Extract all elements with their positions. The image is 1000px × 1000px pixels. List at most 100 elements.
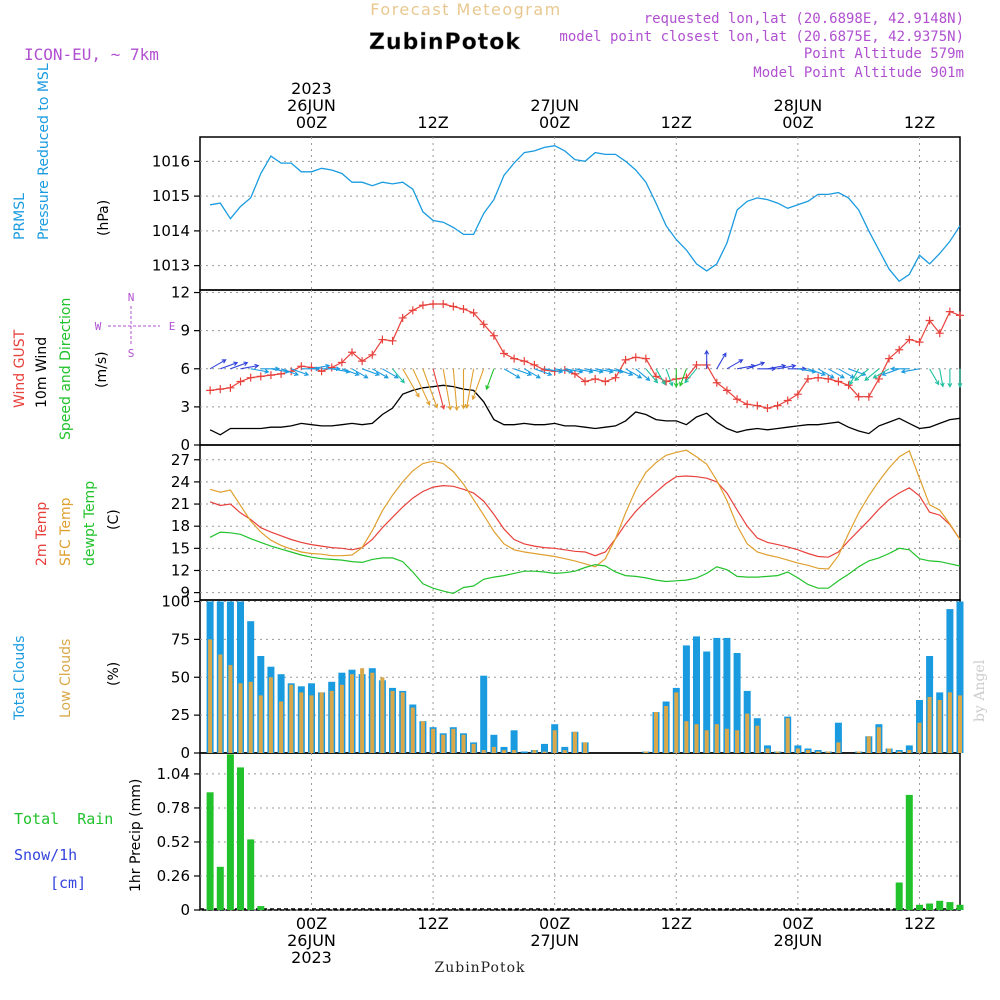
low-clouds-bar bbox=[836, 742, 841, 753]
temp-2m-line bbox=[209, 475, 961, 558]
low-clouds-bar bbox=[431, 728, 436, 753]
model-label: ICON-EU, ~ 7km bbox=[24, 45, 159, 64]
wind-gust-marker bbox=[449, 302, 458, 311]
low-clouds-bar bbox=[542, 751, 547, 753]
wind-gust-marker bbox=[864, 392, 873, 401]
wind-gust-marker bbox=[925, 316, 934, 325]
low-clouds-bar bbox=[552, 730, 557, 753]
low-clouds-bar bbox=[532, 750, 537, 753]
wind-direction-arrow bbox=[402, 368, 420, 398]
low-clouds-bar bbox=[654, 712, 658, 753]
total-clouds-bar bbox=[956, 601, 964, 753]
wind-direction-arrow bbox=[442, 368, 453, 411]
wind-gust-marker bbox=[378, 335, 387, 344]
wind-gust-marker bbox=[236, 377, 245, 386]
wind-direction-arrow bbox=[412, 368, 431, 406]
precip-bar bbox=[895, 882, 903, 910]
wind-direction-arrow bbox=[665, 368, 674, 387]
clouds-unit-label: (%) bbox=[106, 662, 122, 686]
temp-labels: 2m Temp SFC Temp dewpt Temp (C) bbox=[34, 481, 122, 566]
bottom-time-label: 12Z bbox=[417, 914, 448, 933]
wind-direction-arrow bbox=[704, 349, 710, 369]
wind-direction-arrow bbox=[485, 368, 495, 391]
y-tick-label: 18 bbox=[171, 517, 190, 535]
bottom-time-label: 2023 bbox=[291, 948, 332, 967]
temp-2m-label: 2m Temp bbox=[34, 502, 50, 566]
y-tick-label: 1015 bbox=[152, 187, 190, 205]
temp-dew-label: dewpt Temp bbox=[82, 481, 98, 566]
low-clouds-bar bbox=[238, 683, 243, 753]
wind-dir-label: Speed and Direction bbox=[58, 298, 74, 440]
low-clouds-bar bbox=[755, 725, 760, 753]
wind-gust-marker bbox=[206, 386, 215, 395]
wind-gust-marker bbox=[226, 383, 235, 392]
wind-direction-arrow bbox=[220, 361, 239, 370]
wind-direction-arrow bbox=[890, 366, 910, 372]
plot-area: 1013101410151016036912912151821242702550… bbox=[152, 79, 964, 967]
precip-bar bbox=[916, 904, 923, 910]
wind-direction-arrow bbox=[311, 363, 331, 370]
wind-direction-arrow bbox=[716, 352, 727, 370]
total-clouds-bar bbox=[703, 651, 711, 753]
wind-gust-marker bbox=[935, 329, 944, 338]
wind-direction-arrow bbox=[828, 368, 845, 379]
wind-gust-marker bbox=[854, 392, 863, 401]
low-clouds-bar bbox=[866, 736, 871, 753]
low-clouds-bar bbox=[694, 724, 699, 753]
bottom-time-label: 12Z bbox=[661, 914, 692, 933]
total-clouds-bar bbox=[520, 751, 528, 753]
prmsl-label: PRMSL bbox=[12, 193, 28, 240]
low-clouds-bar bbox=[228, 665, 233, 753]
low-clouds-bar bbox=[420, 721, 425, 753]
wind-gust-marker bbox=[439, 299, 448, 308]
wind-gust-marker bbox=[945, 307, 954, 316]
y-tick-label: 3 bbox=[180, 398, 190, 416]
wind-gust-marker bbox=[773, 401, 782, 410]
y-tick-label: 0 bbox=[180, 436, 190, 454]
low-clouds-bar bbox=[664, 706, 669, 753]
wind-gust-marker bbox=[763, 404, 772, 413]
wind-direction-arrow bbox=[209, 359, 227, 370]
wind-direction-arrow bbox=[280, 368, 300, 377]
low-clouds-bar bbox=[461, 734, 466, 753]
low-clouds-bar bbox=[441, 734, 446, 753]
precip-bar bbox=[905, 794, 913, 910]
top-time-label: 2023 bbox=[291, 79, 332, 98]
total-clouds-bar bbox=[237, 601, 244, 753]
total-clouds-bar bbox=[500, 746, 508, 753]
precip-bar bbox=[237, 767, 244, 910]
y-tick-label: 15 bbox=[171, 539, 190, 557]
low-clouds-bar bbox=[471, 743, 476, 753]
low-clouds-bar bbox=[643, 751, 648, 753]
low-clouds-bar bbox=[684, 721, 689, 753]
low-clouds-bar bbox=[380, 677, 385, 753]
wind-direction-arrow bbox=[679, 368, 687, 387]
wind-direction-arrow bbox=[503, 368, 521, 379]
low-clouds-bar bbox=[410, 707, 415, 753]
low-clouds-bar bbox=[826, 751, 831, 753]
dewpt-temp-line bbox=[209, 531, 961, 595]
low-clouds-bar bbox=[208, 639, 213, 753]
wind-direction-arrow bbox=[432, 368, 446, 410]
compass-east: E bbox=[169, 320, 176, 333]
low-clouds-bar bbox=[299, 692, 304, 753]
top-time-label: 00Z bbox=[539, 113, 570, 132]
wind-gust-marker bbox=[429, 299, 438, 308]
precip-bar bbox=[206, 792, 214, 911]
wind-direction-arrow bbox=[929, 368, 940, 386]
top-time-label: 12Z bbox=[661, 113, 692, 132]
wind-direction-arrow bbox=[817, 368, 835, 379]
wind-gust-marker bbox=[804, 374, 812, 383]
wind-unit-label: (m/s) bbox=[94, 351, 110, 388]
wind-direction-arrow bbox=[513, 368, 533, 377]
wind-direction-arrow bbox=[849, 368, 860, 386]
compass-rose: N S W E bbox=[95, 291, 176, 360]
y-tick-label: 27 bbox=[171, 451, 190, 469]
low-clouds-bar bbox=[329, 690, 334, 753]
low-clouds-bar bbox=[502, 750, 506, 753]
y-tick-label: 6 bbox=[180, 360, 190, 378]
wind-gust-marker bbox=[753, 401, 762, 410]
cm-label: [cm] bbox=[50, 874, 86, 892]
wind-gust-marker bbox=[337, 358, 346, 367]
